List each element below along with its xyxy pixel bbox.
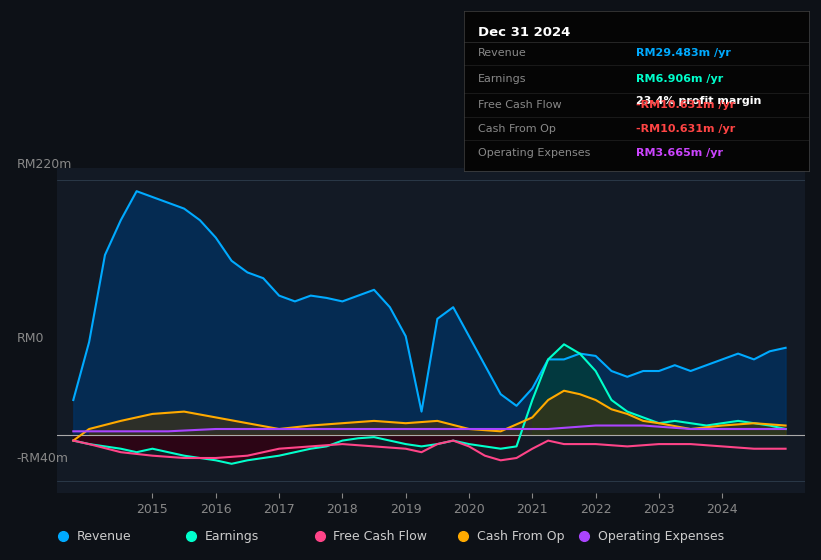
Text: Dec 31 2024: Dec 31 2024 [478, 26, 570, 39]
Text: Earnings: Earnings [205, 530, 259, 543]
Text: Cash From Op: Cash From Op [478, 124, 556, 133]
Text: -RM10.631m /yr: -RM10.631m /yr [636, 124, 736, 133]
Text: RM6.906m /yr: RM6.906m /yr [636, 74, 723, 84]
Text: RM220m: RM220m [16, 158, 71, 171]
Text: RM3.665m /yr: RM3.665m /yr [636, 148, 723, 158]
Text: Revenue: Revenue [76, 530, 131, 543]
Text: Cash From Op: Cash From Op [477, 530, 565, 543]
Text: Operating Expenses: Operating Expenses [478, 148, 590, 158]
Text: -RM10.631m /yr: -RM10.631m /yr [636, 100, 736, 110]
Text: RM29.483m /yr: RM29.483m /yr [636, 49, 732, 58]
Text: RM0: RM0 [16, 332, 44, 344]
Text: Earnings: Earnings [478, 74, 526, 84]
Text: Free Cash Flow: Free Cash Flow [333, 530, 428, 543]
Text: 23.4% profit margin: 23.4% profit margin [636, 96, 762, 106]
Text: Operating Expenses: Operating Expenses [598, 530, 724, 543]
Text: Free Cash Flow: Free Cash Flow [478, 100, 562, 110]
Text: Revenue: Revenue [478, 49, 526, 58]
Text: -RM40m: -RM40m [16, 452, 68, 465]
